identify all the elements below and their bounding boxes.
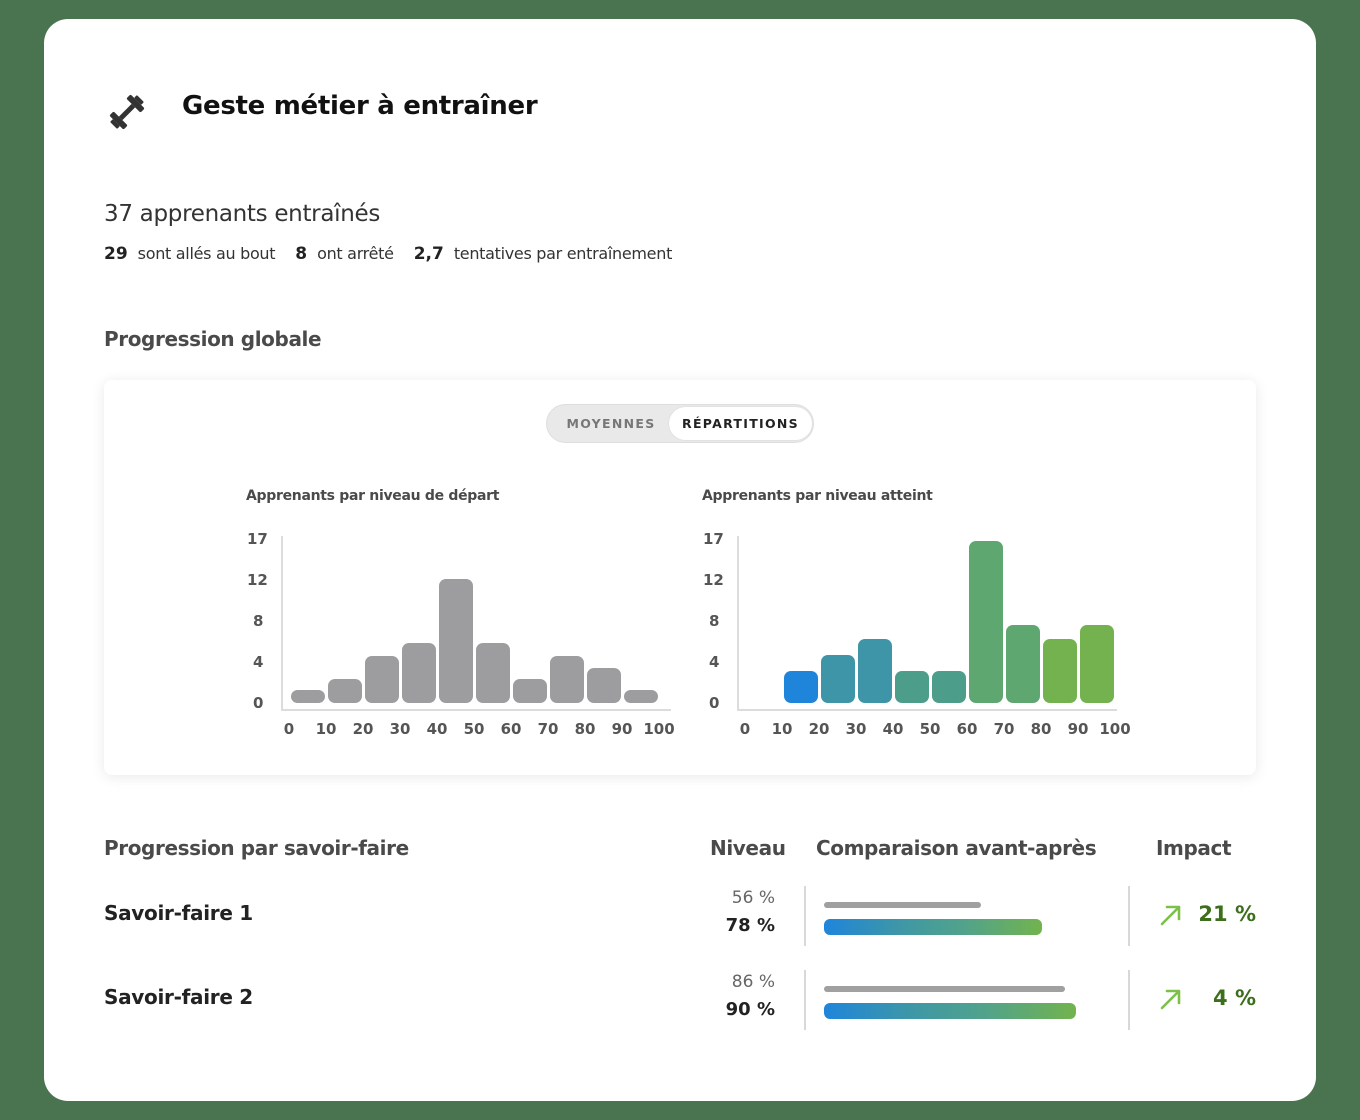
arrow-up-right-icon (1160, 905, 1181, 926)
x-tick: 60 (956, 720, 978, 738)
y-tick: 8 (709, 612, 720, 630)
attempts-label: tentatives par entraînement (453, 244, 673, 263)
x-tick: 80 (574, 720, 596, 738)
y-axis (281, 536, 283, 710)
histogram-bar (895, 671, 929, 703)
report-card: Geste métier à entraîner 37 apprenants e… (44, 19, 1316, 1101)
x-tick: 10 (771, 720, 793, 738)
x-tick: 80 (1030, 720, 1052, 738)
x-tick: 0 (283, 720, 295, 738)
y-tick: 12 (703, 571, 724, 589)
y-tick: 17 (703, 530, 724, 548)
x-axis (281, 709, 671, 711)
skills-title: Progression par savoir-faire (104, 836, 409, 860)
histogram-bar (1006, 625, 1040, 703)
histogram-bar (365, 656, 399, 703)
histogram-bar (1043, 639, 1077, 703)
x-tick: 70 (537, 720, 559, 738)
histogram-bar (932, 671, 966, 703)
x-tick: 20 (352, 720, 374, 738)
dumbbell-icon (109, 94, 145, 130)
stopped-label: ont arrêté (317, 244, 394, 263)
global-progress-title: Progression globale (104, 327, 322, 351)
summary-stats: 29 sont allés au bout 8 ont arrêté 2,7 t… (104, 244, 692, 264)
y-tick: 17 (247, 530, 268, 548)
x-axis (737, 709, 1117, 711)
before-bar (824, 902, 981, 908)
histogram-bar (969, 541, 1003, 703)
level-after: 90 % (725, 999, 775, 1020)
y-tick: 4 (253, 653, 264, 671)
x-tick: 90 (611, 720, 633, 738)
column-comparison: Comparaison avant-après (816, 836, 1097, 860)
impact-value: 4 % (1213, 986, 1256, 1010)
divider (804, 970, 806, 1030)
x-tick: 10 (315, 720, 337, 738)
divider (1128, 970, 1130, 1030)
y-tick: 12 (247, 571, 268, 589)
histogram-bar (1080, 625, 1114, 703)
histogram-bar (476, 643, 510, 703)
attempts-count: 2,7 (413, 244, 444, 264)
after-bar (824, 919, 1042, 935)
histogram-bar (550, 656, 584, 703)
stopped-count: 8 (295, 244, 308, 264)
y-tick: 0 (253, 694, 264, 712)
histogram-bar (784, 671, 818, 703)
y-axis (737, 536, 739, 710)
column-level: Niveau (710, 836, 786, 860)
column-impact: Impact (1156, 836, 1232, 860)
chart-title: Apprenants par niveau atteint (702, 488, 933, 504)
before-bar (824, 986, 1065, 992)
after-bar (824, 1003, 1076, 1019)
arrow-up-right-icon (1160, 989, 1181, 1010)
divider (804, 886, 806, 946)
x-tick: 20 (808, 720, 830, 738)
finished-count: 29 (104, 244, 128, 264)
x-tick: 100 (643, 720, 675, 738)
histogram-bar (328, 679, 362, 703)
impact-value: 21 % (1198, 902, 1256, 926)
tab-moyennes[interactable]: MOYENNES (566, 416, 656, 431)
histogram-bar (402, 643, 436, 703)
skill-name: Savoir-faire 2 (104, 985, 253, 1009)
level-after: 78 % (725, 915, 775, 936)
tab-repartitions[interactable]: RÉPARTITIONS (669, 407, 812, 440)
level-before: 86 % (731, 972, 775, 992)
histogram-bar (513, 679, 547, 703)
finished-label: sont allés au bout (137, 244, 276, 263)
x-tick: 30 (845, 720, 867, 738)
x-tick: 40 (882, 720, 904, 738)
histogram-bar (439, 579, 473, 703)
x-tick: 100 (1099, 720, 1131, 738)
page-title: Geste métier à entraîner (182, 91, 538, 121)
histogram-bar (624, 690, 658, 703)
histogram-bar (858, 639, 892, 703)
x-tick: 50 (463, 720, 485, 738)
divider (1128, 886, 1130, 946)
y-tick: 0 (709, 694, 720, 712)
chart-title: Apprenants par niveau de départ (246, 488, 500, 504)
y-tick: 8 (253, 612, 264, 630)
histogram-bar (291, 690, 325, 703)
x-tick: 30 (389, 720, 411, 738)
x-tick: 70 (993, 720, 1015, 738)
learners-count: 37 apprenants entraînés (104, 201, 381, 227)
x-tick: 90 (1067, 720, 1089, 738)
y-tick: 4 (709, 653, 720, 671)
view-toggle: MOYENNES RÉPARTITIONS (546, 404, 814, 443)
x-tick: 40 (426, 720, 448, 738)
x-tick: 0 (739, 720, 751, 738)
histogram-bar (587, 668, 621, 703)
x-tick: 60 (500, 720, 522, 738)
histogram-bar (821, 655, 855, 703)
charts-panel: MOYENNES RÉPARTITIONS Apprenants par niv… (104, 380, 1256, 775)
skill-name: Savoir-faire 1 (104, 901, 253, 925)
x-tick: 50 (919, 720, 941, 738)
level-before: 56 % (731, 888, 775, 908)
